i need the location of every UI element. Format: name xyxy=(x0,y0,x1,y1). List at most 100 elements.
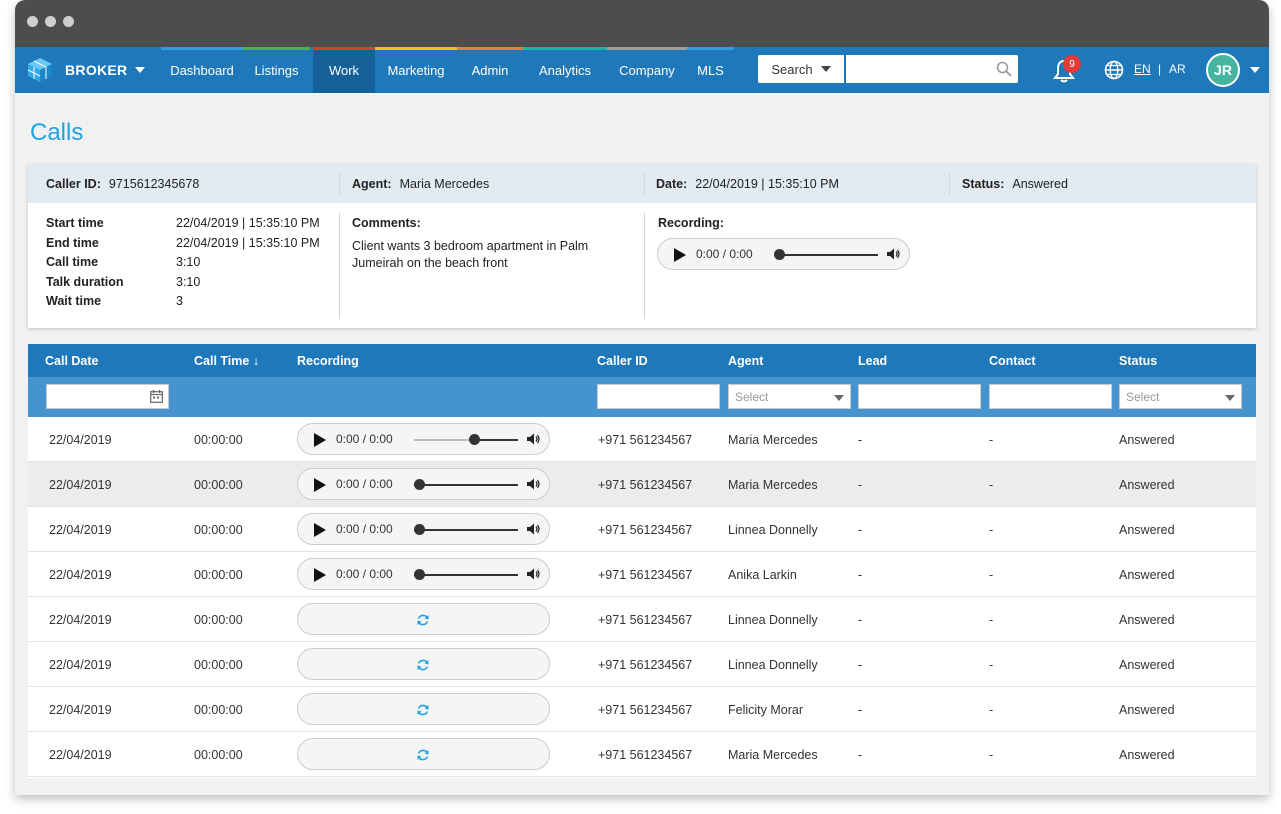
audio-progress-handle[interactable] xyxy=(414,479,425,490)
window-minimize-dot[interactable] xyxy=(45,16,56,27)
cell-caller-id: +971 561234567 xyxy=(598,702,693,717)
audio-progress-handle[interactable] xyxy=(469,434,480,445)
nav-item-analytics[interactable]: Analytics xyxy=(523,47,607,93)
volume-icon[interactable] xyxy=(526,522,540,536)
column-header-agent[interactable]: Agent xyxy=(728,353,764,368)
call-date-filter[interactable] xyxy=(46,384,169,409)
nav-color-bar xyxy=(161,47,243,50)
globe-icon[interactable] xyxy=(1104,60,1124,80)
cell-date: 22/04/2019 xyxy=(49,612,112,627)
play-icon[interactable] xyxy=(314,523,326,537)
cell-lead: - xyxy=(858,432,863,447)
brand-menu[interactable]: BROKER xyxy=(15,47,161,93)
status-field: Status: Answered xyxy=(962,165,1068,203)
nav-item-dashboard[interactable]: Dashboard xyxy=(161,47,243,93)
play-icon[interactable] xyxy=(314,478,326,492)
nav-item-company[interactable]: Company xyxy=(607,47,687,93)
table-row[interactable]: 22/04/2019 00:00:00 +971 561234567 Linnea D… xyxy=(28,642,1256,687)
cell-caller-id: +971 561234567 xyxy=(598,567,693,582)
top-navbar: BROKER Dashboard Listings Work Marketing Adm… xyxy=(15,47,1269,93)
cell-agent: Maria Mercedes xyxy=(728,432,818,447)
cell-lead: - xyxy=(858,702,863,717)
column-header-call-date[interactable]: Call Date xyxy=(45,353,99,368)
audio-progress-handle[interactable] xyxy=(414,569,425,580)
calendar-icon[interactable] xyxy=(150,390,163,403)
table-row[interactable]: 22/04/2019 00:00:00 +971 561234567 Linnea D… xyxy=(28,507,1256,552)
volume-icon[interactable] xyxy=(886,247,900,261)
lang-en-link[interactable]: EN xyxy=(1134,62,1151,76)
window-maximize-dot[interactable] xyxy=(63,16,74,27)
notification-badge: 9 xyxy=(1063,55,1081,73)
chevron-down-icon[interactable] xyxy=(1250,67,1260,73)
table-row[interactable]: 22/04/2019 00:00:00 +971 561234567 Linnea D… xyxy=(28,597,1256,642)
divider xyxy=(644,173,645,195)
status-filter-select[interactable]: Select xyxy=(1119,384,1242,409)
detail-field-value: 22/04/2019 | 15:35:10 PM xyxy=(176,235,320,250)
audio-player: 0:00 / 0:00 xyxy=(657,238,910,270)
search-select-label: Search xyxy=(771,61,813,77)
agent-filter-select[interactable]: Select xyxy=(728,384,851,409)
column-header-contact[interactable]: Contact xyxy=(989,353,1036,368)
window-close-dot[interactable] xyxy=(27,16,38,27)
search-input[interactable] xyxy=(846,55,1018,83)
column-header-lead[interactable]: Lead xyxy=(858,353,888,368)
agent-label: Agent: xyxy=(352,177,392,191)
lang-separator: | xyxy=(1158,62,1162,76)
cell-status: Answered xyxy=(1119,522,1175,537)
filter-row: Select Select xyxy=(28,377,1256,417)
audio-player: 0:00 / 0:00 xyxy=(297,423,550,455)
column-header-call-time[interactable]: Call Time ↓ xyxy=(194,353,260,368)
table-row[interactable]: 22/04/2019 00:00:00 +971 561234567 Maria Me… xyxy=(28,417,1256,462)
nav-item-label: Dashboard xyxy=(170,62,234,78)
caller-id-filter[interactable] xyxy=(597,384,720,409)
play-icon[interactable] xyxy=(674,248,686,262)
chevron-down-icon xyxy=(1225,395,1235,401)
cell-status: Answered xyxy=(1119,477,1175,492)
detail-field: Talk duration 3:10 xyxy=(46,275,200,289)
play-icon[interactable] xyxy=(314,568,326,582)
lang-ar-link[interactable]: AR xyxy=(1169,62,1186,76)
nav-color-bar xyxy=(243,47,310,50)
nav-color-bar xyxy=(457,47,523,50)
volume-icon[interactable] xyxy=(526,432,540,446)
audio-progress-handle[interactable] xyxy=(414,524,425,535)
nav-item-marketing[interactable]: Marketing xyxy=(375,47,457,93)
audio-progress-track[interactable] xyxy=(778,254,878,256)
audio-progress-track[interactable] xyxy=(414,439,518,441)
cell-lead: - xyxy=(858,567,863,582)
cell-contact: - xyxy=(989,612,994,627)
avatar[interactable]: JR xyxy=(1206,53,1240,87)
cell-lead: - xyxy=(858,522,863,537)
table-row[interactable]: 22/04/2019 00:00:00 +971 561234567 Felicit… xyxy=(28,687,1256,732)
cell-lead: - xyxy=(858,477,863,492)
contact-filter[interactable] xyxy=(989,384,1112,409)
nav-item-mls[interactable]: MLS xyxy=(687,47,734,93)
nav-item-admin[interactable]: Admin xyxy=(457,47,523,93)
chevron-down-icon xyxy=(135,67,146,73)
recording-label: Recording: xyxy=(658,216,724,230)
column-header-caller-id[interactable]: Caller ID xyxy=(597,353,648,368)
nav-item-work[interactable]: Work xyxy=(313,47,375,93)
volume-icon[interactable] xyxy=(526,567,540,581)
detail-field-value: 3:10 xyxy=(176,274,201,289)
table-row[interactable]: 22/04/2019 00:00:00 +971 561234567 Maria Me… xyxy=(28,462,1256,507)
table-row[interactable]: 22/04/2019 00:00:00 +971 561234567 Maria Me… xyxy=(28,732,1256,777)
audio-progress-handle[interactable] xyxy=(774,249,785,260)
search-icon[interactable] xyxy=(996,61,1012,77)
play-icon[interactable] xyxy=(314,433,326,447)
nav-item-label: MLS xyxy=(697,62,724,78)
nav-item-listings[interactable]: Listings xyxy=(243,47,310,93)
column-header-status[interactable]: Status xyxy=(1119,353,1158,368)
table-row[interactable]: 22/04/2019 00:00:00 +971 561234567 Anika L… xyxy=(28,552,1256,597)
page-title: Calls xyxy=(30,119,84,146)
audio-time: 0:00 / 0:00 xyxy=(336,477,393,491)
audio-progress-remaining xyxy=(414,529,518,531)
call-detail-header: Caller ID: 9715612345678 Agent: Maria Me… xyxy=(28,165,1256,203)
volume-icon[interactable] xyxy=(526,477,540,491)
detail-field: Start time 22/04/2019 | 15:35:10 PM xyxy=(46,216,320,230)
chevron-down-icon xyxy=(820,66,831,72)
cell-time: 00:00:00 xyxy=(194,702,243,717)
detail-field-key: End time xyxy=(46,235,99,250)
lead-filter[interactable] xyxy=(858,384,981,409)
search-type-select[interactable]: Search xyxy=(758,55,844,83)
